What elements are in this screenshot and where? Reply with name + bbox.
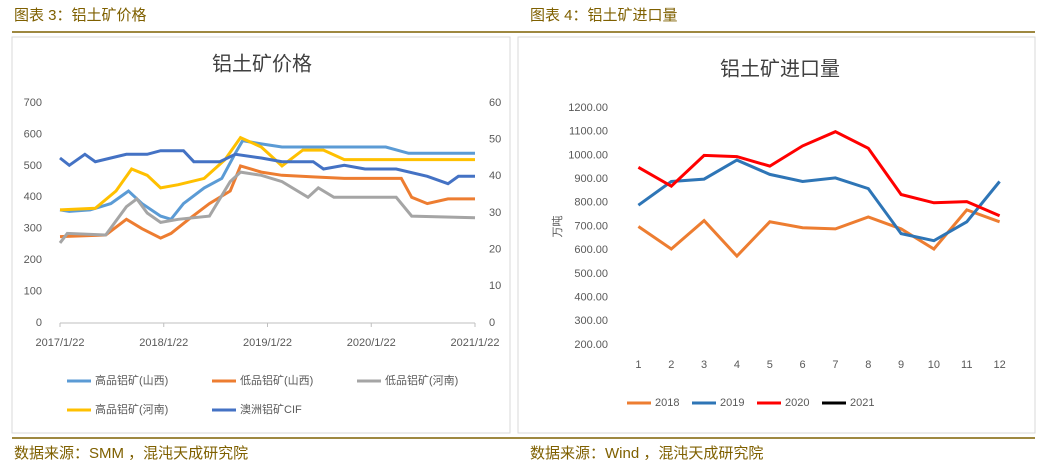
y2-tick-label: 20 (489, 244, 501, 256)
x-tick-label: 1 (635, 359, 641, 371)
caption: 图表 3：铝土矿价格 (14, 7, 147, 24)
y-tick-label: 0 (36, 317, 42, 329)
caption: 图表 4：铝土矿进口量 (530, 7, 678, 24)
y-tick-label: 400 (24, 191, 42, 203)
y2-tick-label: 50 (489, 134, 501, 146)
y2-tick-label: 30 (489, 207, 501, 219)
chart-title: 铝土矿进口量 (720, 57, 840, 80)
y-tick-label: 900.00 (574, 173, 608, 185)
series-line (637, 158, 1001, 243)
y-tick-label: 700.00 (574, 220, 608, 232)
x-tick-label: 10 (928, 359, 940, 371)
legend-label: 澳洲铝矿CIF (240, 402, 302, 416)
chart-title: 铝土矿价格 (212, 52, 312, 75)
x-tick-label: 2017/1/22 (36, 337, 85, 349)
source: 数据来源：SMM ，混沌天成研究院 (14, 444, 248, 462)
y-tick-label: 600.00 (574, 244, 608, 256)
series-line (58, 170, 476, 244)
y-tick-label: 500 (24, 160, 42, 172)
y-tick-label: 300 (24, 223, 42, 235)
y-axis-label: 万吨 (551, 216, 564, 238)
legend-label: 2021 (850, 397, 874, 409)
y-tick-label: 1200.00 (568, 102, 608, 114)
x-tick-label: 8 (865, 359, 871, 371)
y-tick-label: 800.00 (574, 197, 608, 209)
x-tick-label: 11 (961, 359, 972, 371)
x-tick-label: 9 (898, 359, 904, 371)
legend-label: 2020 (785, 397, 809, 409)
y-tick-label: 1100.00 (569, 126, 608, 138)
x-tick-label: 7 (832, 359, 838, 371)
x-tick-label: 2018/1/22 (139, 337, 188, 349)
legend-label: 高品铝矿(河南) (95, 402, 168, 416)
series-line (637, 130, 1001, 218)
legend-label: 高品铝矿(山西) (95, 373, 168, 387)
x-tick-label: 6 (800, 359, 806, 371)
y-tick-label: 100 (24, 285, 42, 297)
series-line (637, 208, 1001, 259)
y2-tick-label: 40 (489, 170, 501, 182)
x-tick-label: 2021/1/22 (451, 337, 500, 349)
y2-tick-label: 60 (489, 97, 501, 109)
x-tick-label: 5 (767, 359, 773, 371)
y2-tick-label: 0 (489, 317, 495, 329)
chart-frame (517, 36, 1036, 434)
legend-label: 低品铝矿(山西) (240, 373, 313, 387)
y-tick-label: 400.00 (574, 292, 608, 304)
y-tick-label: 600 (24, 128, 42, 140)
y-tick-label: 1000.00 (568, 149, 608, 161)
x-tick-label: 12 (993, 359, 1005, 371)
source: 数据来源：Wind ，混沌天成研究院 (530, 444, 763, 462)
x-tick-label: 2019/1/22 (243, 337, 292, 349)
y-tick-label: 200.00 (574, 339, 608, 351)
y-tick-label: 200 (24, 254, 42, 266)
y-tick-label: 300.00 (574, 315, 608, 327)
legend-label: 2019 (720, 397, 744, 409)
series-line (59, 164, 475, 240)
y-tick-label: 700 (24, 97, 42, 109)
x-tick-label: 2020/1/22 (347, 337, 396, 349)
series-line (59, 149, 475, 186)
y-tick-label: 500.00 (574, 268, 608, 280)
y2-tick-label: 10 (489, 280, 501, 292)
x-tick-label: 4 (734, 359, 740, 371)
legend-label: 低品铝矿(河南) (385, 373, 458, 387)
x-tick-label: 2 (668, 359, 674, 371)
x-tick-label: 3 (701, 359, 707, 371)
legend-label: 2018 (655, 397, 679, 409)
